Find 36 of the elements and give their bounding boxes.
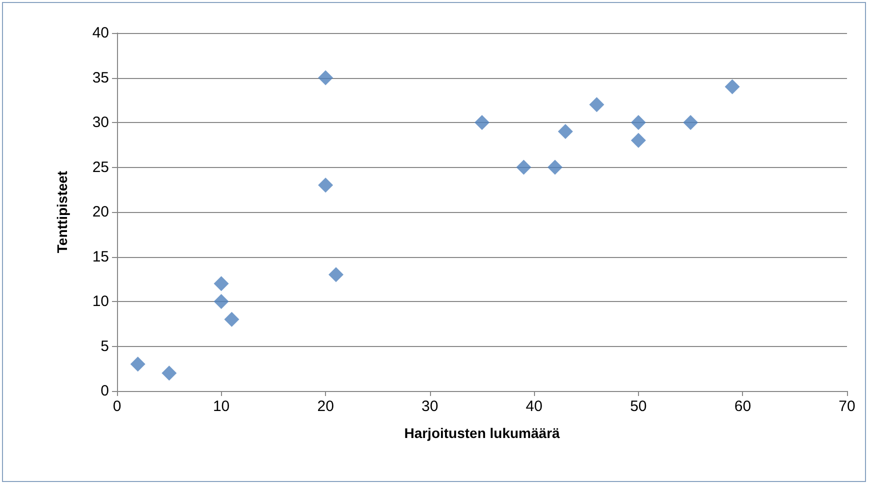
x-tick-label: 70	[838, 398, 856, 415]
x-tick-label: 0	[112, 398, 122, 415]
y-tick-label: 35	[92, 69, 109, 86]
point	[548, 160, 562, 175]
point	[630, 115, 646, 130]
x-tick-label: 50	[630, 398, 647, 415]
y-tick-label: 40	[92, 24, 109, 42]
point	[589, 97, 604, 112]
point	[214, 294, 229, 309]
point	[318, 178, 334, 193]
y-tick-label: 15	[92, 248, 109, 266]
y-tick-label: 0	[100, 382, 109, 400]
point	[214, 276, 229, 292]
y-tick-label: 25	[92, 158, 109, 176]
point	[474, 115, 490, 130]
point	[630, 132, 646, 148]
point	[224, 312, 240, 327]
point	[724, 79, 740, 94]
point	[558, 124, 573, 139]
x-tick-label: 30	[422, 398, 438, 415]
y-tick-label: 10	[92, 293, 109, 310]
x-axis-title: Harjoitusten lukumäärä	[404, 425, 560, 441]
x-tick-label: 20	[317, 398, 334, 415]
point	[516, 160, 532, 175]
x-tick-label: 60	[734, 398, 752, 415]
point	[318, 70, 334, 86]
y-tick-label: 5	[100, 338, 109, 355]
point	[328, 267, 344, 282]
point	[130, 356, 146, 372]
y-axis-title: Tenttipisteet	[54, 170, 70, 254]
x-tick-label: 40	[526, 398, 542, 415]
point	[162, 366, 177, 381]
point	[683, 115, 698, 130]
x-tick-label: 10	[212, 398, 230, 415]
y-tick-label: 30	[92, 114, 109, 131]
y-tick-label: 20	[92, 204, 109, 220]
